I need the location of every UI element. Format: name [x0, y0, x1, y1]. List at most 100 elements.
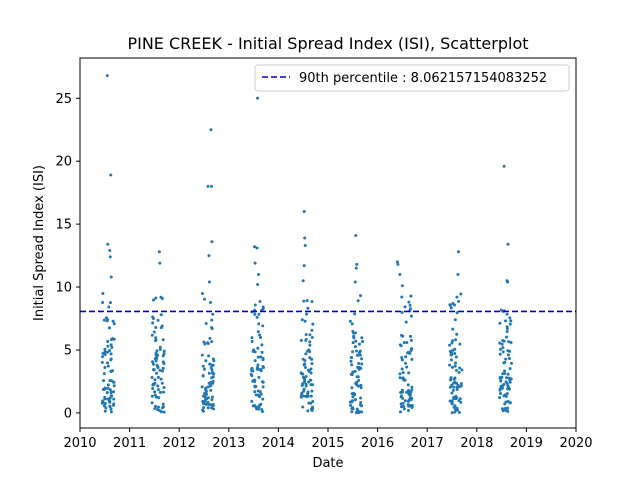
data-point: [108, 399, 112, 403]
data-point: [505, 376, 509, 380]
data-point: [106, 383, 110, 387]
data-point: [202, 400, 206, 404]
data-point: [103, 366, 107, 370]
data-point: [108, 388, 112, 392]
data-point: [207, 381, 211, 385]
data-point: [158, 261, 162, 265]
data-point: [301, 279, 305, 283]
data-point: [302, 210, 306, 214]
data-point: [360, 410, 364, 414]
data-point: [452, 395, 456, 399]
data-point: [498, 396, 502, 400]
data-point: [452, 385, 456, 389]
x-tick-label: 2014: [262, 436, 295, 451]
data-point: [256, 363, 260, 367]
data-point: [457, 299, 461, 303]
x-tick-label: 2011: [113, 436, 146, 451]
data-point: [210, 395, 214, 399]
data-point: [210, 240, 214, 244]
data-point: [454, 361, 458, 365]
legend-label: 90th percentile : 8.062157154083252: [299, 71, 547, 86]
data-point: [256, 389, 260, 393]
data-point: [261, 385, 265, 389]
data-point: [258, 403, 262, 407]
data-point: [305, 312, 309, 316]
x-tick-label: 2019: [510, 436, 543, 451]
data-point: [310, 328, 314, 332]
data-point: [506, 406, 510, 410]
data-point: [303, 379, 307, 383]
data-point: [453, 410, 457, 414]
data-point: [399, 394, 403, 398]
data-point: [350, 386, 354, 390]
data-point: [310, 362, 314, 366]
data-point: [351, 341, 355, 345]
data-point: [401, 377, 405, 381]
data-point: [109, 369, 113, 373]
data-point: [111, 380, 115, 384]
data-point: [308, 356, 312, 360]
data-point: [304, 352, 308, 356]
data-point: [203, 342, 207, 346]
data-point: [409, 334, 413, 338]
data-point: [354, 266, 358, 270]
data-point: [150, 401, 154, 405]
data-point: [208, 362, 212, 366]
data-point: [156, 318, 160, 322]
data-point: [154, 296, 158, 300]
data-point: [210, 326, 214, 330]
data-point: [306, 392, 310, 396]
data-point: [206, 184, 210, 188]
data-point: [303, 236, 307, 240]
data-point: [498, 341, 502, 345]
data-point: [503, 393, 507, 397]
data-point: [506, 242, 510, 246]
data-point: [400, 284, 404, 288]
data-point: [158, 348, 162, 352]
data-point: [458, 397, 462, 401]
data-point: [308, 378, 312, 382]
data-point: [349, 355, 353, 359]
data-point: [408, 303, 412, 307]
data-point: [154, 395, 158, 399]
data-point: [101, 291, 105, 295]
data-point: [453, 318, 457, 322]
data-point: [257, 272, 261, 276]
data-point: [159, 377, 163, 381]
data-point: [455, 396, 459, 400]
data-point: [501, 372, 505, 376]
data-point: [353, 312, 357, 316]
data-point: [353, 398, 357, 402]
data-point: [103, 350, 107, 354]
data-point: [506, 353, 510, 357]
data-point: [360, 336, 364, 340]
data-point: [409, 307, 412, 311]
data-point: [459, 384, 463, 388]
data-point: [302, 389, 306, 393]
data-point: [400, 333, 404, 337]
data-point: [153, 357, 157, 361]
data-point: [308, 343, 312, 347]
data-point: [399, 405, 403, 409]
data-point: [455, 295, 459, 299]
data-point: [162, 385, 166, 389]
data-point: [449, 378, 453, 382]
data-point: [410, 396, 414, 400]
data-point: [253, 380, 257, 384]
data-point: [257, 333, 261, 337]
data-point: [409, 349, 413, 353]
data-point: [501, 350, 505, 354]
data-point: [305, 299, 309, 303]
data-point: [456, 272, 460, 276]
data-point: [502, 164, 506, 168]
y-axis-ticks: 0 5 10 15 20 25: [55, 92, 80, 421]
data-point: [103, 395, 107, 399]
data-point: [401, 371, 405, 375]
data-point: [309, 383, 313, 387]
data-point: [310, 300, 314, 304]
data-point: [449, 306, 453, 310]
data-point: [354, 233, 358, 237]
data-point: [161, 405, 165, 409]
data-point: [457, 371, 461, 375]
data-point: [153, 390, 157, 394]
